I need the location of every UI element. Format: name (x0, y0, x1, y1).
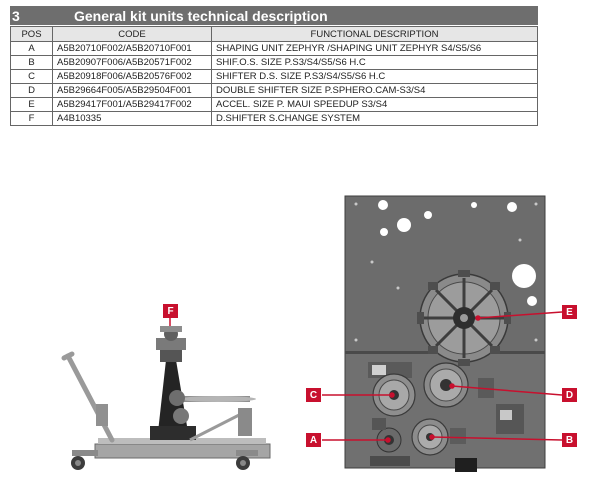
section-number: 3 (12, 7, 20, 24)
callout-e: E (562, 305, 577, 319)
section-title: General kit units technical description (74, 7, 328, 24)
table-row: B A5B20907F006/A5B20571F002 SHIF.O.S. SI… (10, 55, 538, 70)
table-row: F A4B10335 D.SHIFTER S.CHANGE SYSTEM (10, 111, 538, 126)
table-row: C A5B20918F006/A5B20576F002 SHIFTER D.S.… (10, 69, 538, 84)
callout-leaders (322, 311, 563, 443)
callout-d: D (562, 388, 577, 402)
table-row: E A5B29417F001/A5B29417F002 ACCEL. SIZE … (10, 97, 538, 112)
panel-illustration (344, 195, 546, 472)
row-desc: D.SHIFTER S.CHANGE SYSTEM (211, 111, 538, 126)
callout-a: A (306, 433, 321, 447)
callout-b: B (562, 433, 577, 447)
callout-c: C (306, 388, 321, 402)
technical-table: POS CODE FUNCTIONAL DESCRIPTION A A5B207… (10, 26, 538, 126)
callout-f: F (163, 304, 178, 318)
trolley-illustration (61, 318, 271, 470)
section-header: 3 General kit units technical descriptio… (10, 6, 538, 25)
